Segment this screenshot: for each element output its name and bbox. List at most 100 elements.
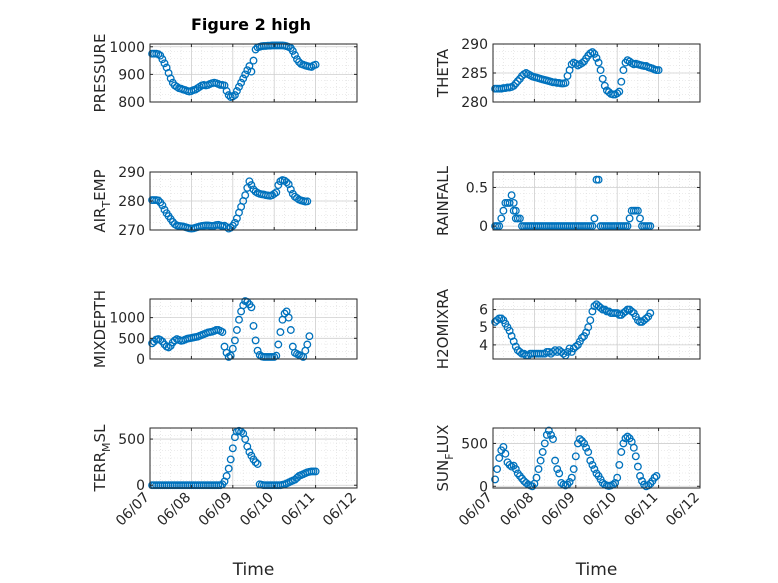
y-tick-label: 270 [118, 223, 145, 239]
axes-box [492, 298, 701, 360]
data-point [511, 79, 520, 88]
figure-title: Figure 2 high [191, 15, 311, 34]
data-point [615, 87, 624, 96]
data-point [241, 435, 250, 444]
subplot-theta: 280 285 290 THETA [434, 37, 701, 111]
data-point [613, 89, 622, 98]
data-point [507, 191, 516, 200]
data-point [164, 343, 173, 352]
data-point [600, 305, 609, 314]
data-point [538, 448, 547, 456]
data-point [534, 465, 543, 474]
y-tick-label: 900 [118, 67, 145, 83]
axes-box [149, 427, 358, 489]
data-point [646, 309, 655, 318]
data-point [565, 478, 574, 486]
data-points [491, 300, 655, 360]
subplot-rainfall: 0 0.5 RAINFALL [434, 165, 701, 236]
data-point [625, 214, 634, 223]
data-point [571, 342, 580, 351]
data-point [578, 59, 586, 68]
data-point [249, 56, 258, 65]
y-axis-label: RAINFALL [434, 165, 452, 236]
data-point [544, 426, 553, 435]
y-tick-label: 285 [461, 66, 488, 82]
subplot-h2omixra: 4 56 H2OMIXRA [434, 288, 701, 369]
data-point [619, 66, 628, 75]
data-points [491, 175, 655, 231]
data-point [636, 472, 644, 480]
data-point [600, 81, 609, 90]
data-point [305, 332, 314, 341]
data-point [243, 66, 252, 75]
data-point [540, 439, 549, 448]
x-tick-label: 06/07 [113, 490, 153, 530]
x-tick-label: 06/10 [237, 490, 277, 530]
y-tick-label: 6 [479, 303, 488, 319]
data-point [226, 223, 235, 232]
data-point [158, 55, 167, 64]
data-point [598, 74, 607, 83]
data-point [247, 181, 256, 190]
data-point [501, 449, 510, 458]
y-axis-label: TERRMSL [91, 424, 113, 493]
data-point [569, 465, 578, 474]
axes-box [149, 298, 358, 360]
data-point [642, 314, 651, 323]
data-point [631, 452, 640, 461]
y-tick-label: 500 [118, 432, 145, 448]
data-point [551, 456, 560, 465]
y-tick-label: 0 [136, 478, 145, 494]
data-point [513, 77, 522, 86]
data-point [596, 66, 605, 75]
subplot-air-temp: 270 280 290 AIRTEMP [91, 165, 358, 239]
data-point [561, 78, 570, 87]
y-tick-label: 800 [118, 95, 145, 111]
y-axis-label: AIRTEMP [91, 169, 113, 232]
data-point [586, 456, 595, 465]
x-tick-label: 06/12 [663, 490, 703, 530]
data-point [650, 473, 659, 482]
data-point [549, 435, 557, 444]
data-point [274, 181, 283, 190]
data-point [247, 303, 256, 312]
axes-box [492, 171, 701, 231]
y-tick-label: 280 [461, 95, 488, 111]
data-point [592, 53, 601, 62]
data-point [241, 191, 250, 200]
data-point [311, 467, 320, 476]
data-point [491, 475, 500, 484]
data-point [536, 456, 545, 465]
y-tick-label: 500 [461, 436, 488, 452]
subplot-terr-msl: 0 500 06/07 06/08 06/09 06/10 06/11 06/12 TERRMS… [91, 424, 360, 580]
data-point [222, 472, 231, 480]
data-point [228, 344, 237, 353]
data-point [495, 454, 504, 462]
y-axis-label: PRESSURE [91, 34, 109, 113]
data-point [286, 326, 295, 334]
y-tick-label: 1000 [109, 311, 145, 327]
y-tick-label: 5 [479, 320, 488, 336]
y-tick-label: 290 [118, 165, 145, 181]
data-point [629, 443, 638, 452]
data-point [553, 465, 562, 474]
x-axis-label: Time [575, 560, 618, 580]
data-points [491, 426, 661, 491]
data-point [623, 222, 632, 231]
data-point [288, 46, 297, 55]
data-point [284, 313, 293, 322]
data-point [493, 465, 502, 474]
y-tick-label: 290 [461, 37, 488, 53]
y-tick-label: 4 [479, 338, 488, 354]
data-point [154, 196, 163, 205]
data-point [218, 328, 227, 337]
data-point [584, 323, 593, 332]
data-point [571, 452, 580, 461]
axes-box [149, 43, 358, 103]
data-point [241, 70, 250, 79]
y-tick-label: 0 [479, 219, 488, 235]
data-point [515, 214, 524, 223]
data-point [251, 336, 260, 345]
data-point [230, 218, 239, 227]
